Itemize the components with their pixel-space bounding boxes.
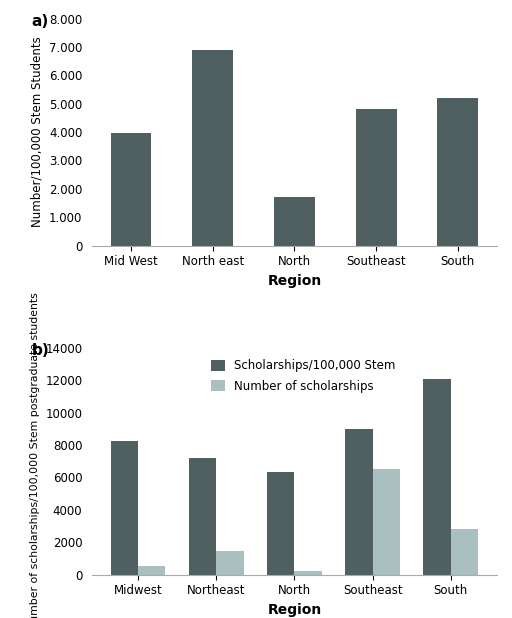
Bar	[451, 528, 478, 575]
Text: b): b)	[32, 343, 49, 358]
Bar	[274, 197, 315, 245]
Bar	[437, 98, 478, 245]
Bar	[193, 50, 233, 245]
Bar	[373, 469, 400, 575]
Legend: Scholarships/100,000 Stem, Number of scholarships: Scholarships/100,000 Stem, Number of sch…	[207, 356, 399, 396]
Bar	[356, 109, 396, 245]
Y-axis label: Number of scholarships/100,000 Stem postgraduate students: Number of scholarships/100,000 Stem post…	[30, 292, 40, 618]
Bar	[216, 551, 244, 575]
Bar	[345, 429, 373, 575]
Bar	[138, 566, 165, 575]
Bar	[294, 572, 322, 575]
X-axis label: Region: Region	[267, 274, 322, 288]
Bar	[189, 458, 216, 575]
X-axis label: Region: Region	[267, 603, 322, 617]
Text: a): a)	[32, 14, 49, 29]
Y-axis label: Number/100,000 Stem Students: Number/100,000 Stem Students	[31, 36, 44, 227]
Bar	[423, 379, 451, 575]
Bar	[111, 133, 152, 245]
Bar	[111, 441, 138, 575]
Bar	[267, 472, 294, 575]
